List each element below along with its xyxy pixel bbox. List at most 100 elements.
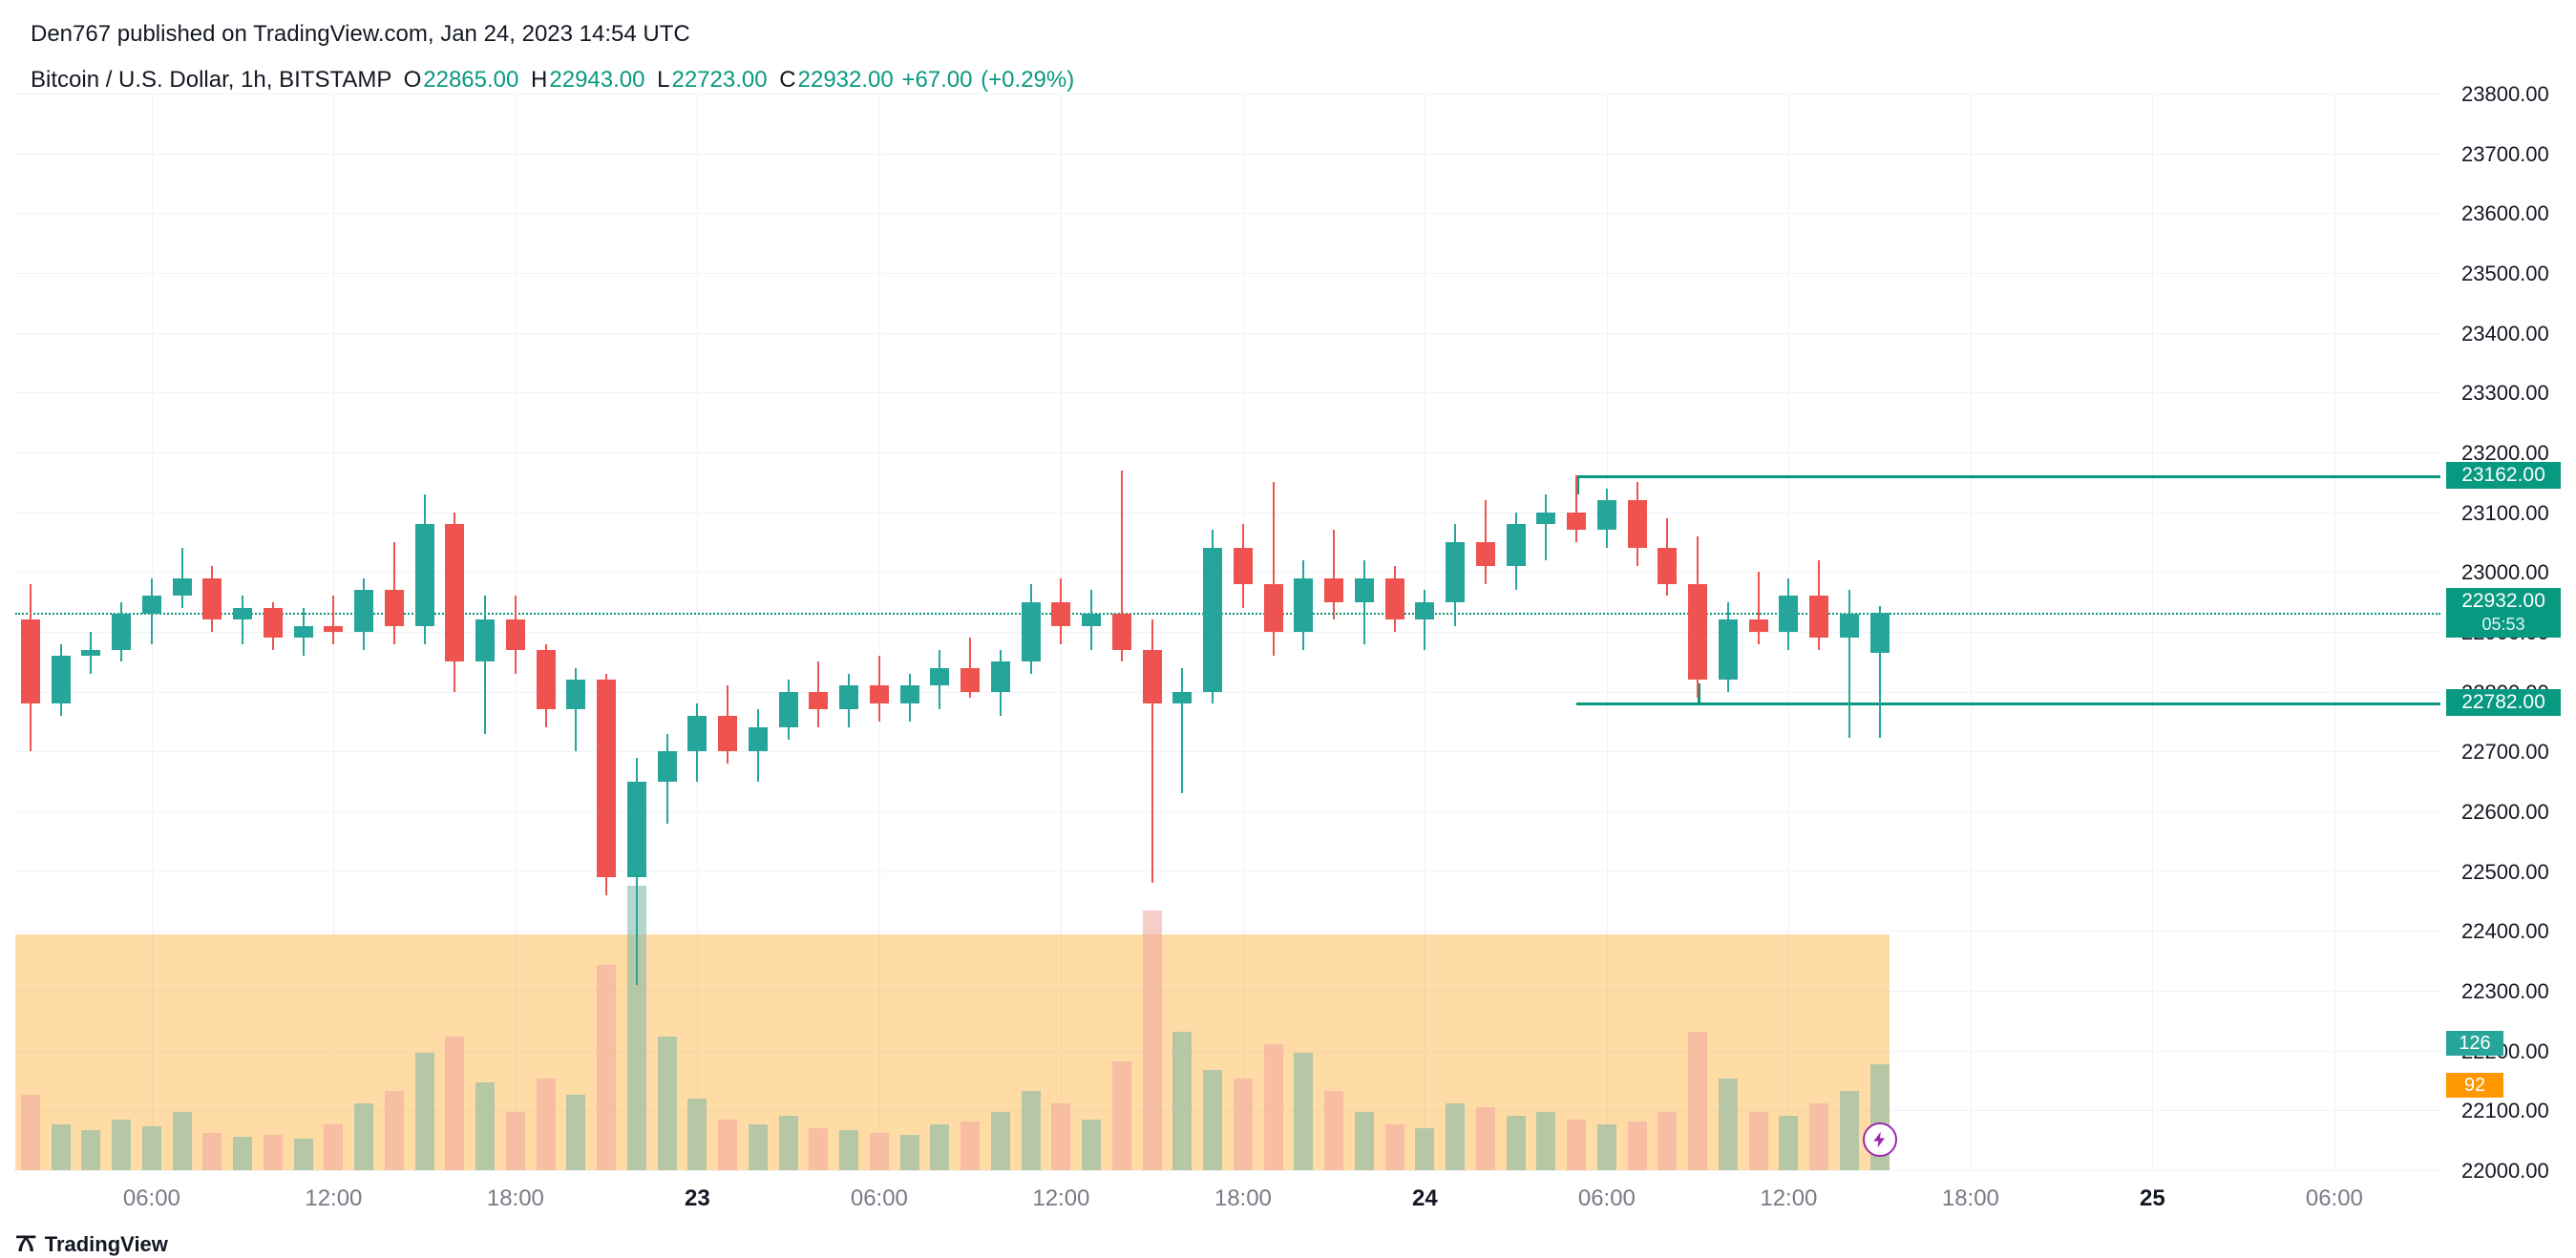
candle[interactable] <box>52 94 71 1170</box>
candle-body <box>1172 692 1192 704</box>
publish-timestamp: Jan 24, 2023 14:54 UTC <box>440 21 690 47</box>
candle-body <box>1022 602 1041 662</box>
candle[interactable] <box>1688 94 1707 1170</box>
candle[interactable] <box>112 94 131 1170</box>
candle[interactable] <box>627 94 646 1170</box>
candle-body <box>475 619 495 661</box>
tradingview-chart: Den767 published on TradingView.com, Jan… <box>0 0 2576 1258</box>
candle-body <box>1870 613 1890 653</box>
price-tick: 22500.00 <box>2461 860 2576 885</box>
candle[interactable] <box>991 94 1010 1170</box>
grid-line-h <box>15 632 2440 633</box>
lightning-icon[interactable] <box>1863 1122 1897 1157</box>
candle-body <box>1688 584 1707 680</box>
candle[interactable] <box>1628 94 1647 1170</box>
candle[interactable] <box>1840 94 1859 1170</box>
candle[interactable] <box>1355 94 1374 1170</box>
candle[interactable] <box>324 94 343 1170</box>
candle-body <box>1324 578 1343 602</box>
candle[interactable] <box>961 94 980 1170</box>
candle[interactable] <box>202 94 222 1170</box>
price-tick: 23100.00 <box>2461 501 2576 526</box>
candle-body <box>900 685 919 703</box>
candle[interactable] <box>1749 94 1768 1170</box>
candle[interactable] <box>900 94 919 1170</box>
candle-body <box>1840 614 1859 638</box>
candle-body <box>1082 614 1101 626</box>
candle[interactable] <box>1294 94 1313 1170</box>
candle[interactable] <box>506 94 525 1170</box>
candle[interactable] <box>779 94 798 1170</box>
candle[interactable] <box>1507 94 1526 1170</box>
candle-body <box>718 716 737 752</box>
candle[interactable] <box>1719 94 1738 1170</box>
candle[interactable] <box>173 94 192 1170</box>
candle[interactable] <box>749 94 768 1170</box>
candle[interactable] <box>1112 94 1131 1170</box>
candle[interactable] <box>1567 94 1586 1170</box>
price-tick: 23400.00 <box>2461 322 2576 346</box>
candle[interactable] <box>839 94 858 1170</box>
candle[interactable] <box>1051 94 1070 1170</box>
candle[interactable] <box>687 94 707 1170</box>
candle[interactable] <box>233 94 252 1170</box>
candle[interactable] <box>1446 94 1465 1170</box>
candle[interactable] <box>870 94 889 1170</box>
time-axis[interactable]: 06:0012:0018:002306:0012:0018:002406:001… <box>15 1185 2440 1224</box>
price-axis[interactable]: 23800.0023700.0023600.0023500.0023400.00… <box>2446 94 2576 1170</box>
price-tick: 22300.00 <box>2461 979 2576 1004</box>
time-tick: 24 <box>1412 1185 1438 1212</box>
candle[interactable] <box>930 94 949 1170</box>
candle[interactable] <box>1809 94 1828 1170</box>
candle[interactable] <box>445 94 464 1170</box>
candle[interactable] <box>81 94 100 1170</box>
candle[interactable] <box>658 94 677 1170</box>
candle[interactable] <box>1264 94 1283 1170</box>
candle-body <box>324 626 343 632</box>
candle[interactable] <box>809 94 828 1170</box>
candle[interactable] <box>1234 94 1253 1170</box>
candle[interactable] <box>537 94 556 1170</box>
candle-body <box>1749 619 1768 632</box>
price-chart[interactable] <box>15 94 2440 1170</box>
candle-body <box>809 692 828 710</box>
candle-body <box>202 578 222 620</box>
grid-line-h <box>15 273 2440 274</box>
candle-body <box>779 692 798 728</box>
symbol-title: Bitcoin / U.S. Dollar, 1h, BITSTAMP <box>31 67 391 93</box>
candle-body <box>627 782 646 877</box>
candle[interactable] <box>264 94 283 1170</box>
candle[interactable] <box>1870 94 1890 1170</box>
grid-line-v <box>2334 94 2335 1170</box>
candle[interactable] <box>1597 94 1616 1170</box>
candle[interactable] <box>1324 94 1343 1170</box>
price-tick: 22700.00 <box>2461 740 2576 765</box>
candle[interactable] <box>1536 94 1555 1170</box>
candle[interactable] <box>475 94 495 1170</box>
candle[interactable] <box>597 94 616 1170</box>
candle[interactable] <box>415 94 434 1170</box>
candle[interactable] <box>1658 94 1677 1170</box>
high-value: 22943.00 <box>549 67 644 93</box>
candle[interactable] <box>294 94 313 1170</box>
candle[interactable] <box>1172 94 1192 1170</box>
grid-line-h <box>15 154 2440 155</box>
candle[interactable] <box>1203 94 1222 1170</box>
candle[interactable] <box>1143 94 1162 1170</box>
candle[interactable] <box>21 94 40 1170</box>
candle[interactable] <box>1385 94 1404 1170</box>
candle[interactable] <box>385 94 404 1170</box>
candle[interactable] <box>566 94 585 1170</box>
candle[interactable] <box>718 94 737 1170</box>
candle[interactable] <box>1476 94 1495 1170</box>
grid-line-h <box>15 751 2440 752</box>
candle[interactable] <box>1779 94 1798 1170</box>
candle[interactable] <box>1082 94 1101 1170</box>
candle[interactable] <box>1022 94 1041 1170</box>
candle-body <box>81 650 100 656</box>
candle-body <box>1536 513 1555 525</box>
grid-line-h <box>15 392 2440 393</box>
candle[interactable] <box>354 94 373 1170</box>
candle[interactable] <box>1415 94 1434 1170</box>
candle[interactable] <box>142 94 161 1170</box>
